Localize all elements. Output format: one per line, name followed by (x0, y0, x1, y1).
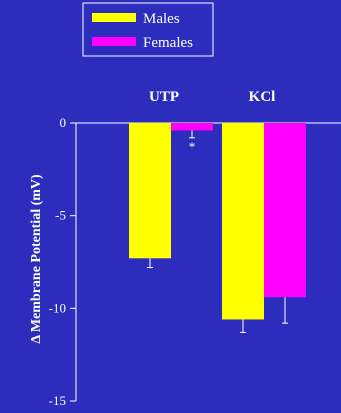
bar-females-utp (171, 123, 213, 131)
y-tick-label: -10 (49, 300, 66, 315)
annotations-group: * (189, 139, 196, 154)
legend-swatch-males (92, 13, 136, 22)
error-bars-group (147, 130, 288, 333)
legend-label-males: Males (143, 11, 180, 27)
category-label-utp: UTP (149, 89, 179, 105)
bar-females-kcl (264, 123, 306, 298)
bar-males-kcl (222, 123, 264, 320)
legend-box (82, 2, 214, 57)
y-tick-label: -5 (55, 208, 66, 223)
y-tick-label: -15 (49, 393, 66, 408)
bar-males-utp (129, 123, 171, 259)
y-ticks: 0 -5 -10 -15 (49, 115, 76, 408)
legend-swatch-females (92, 37, 136, 46)
legend: Males Females (82, 2, 214, 57)
significance-marker: * (189, 139, 196, 154)
bars-group (129, 123, 306, 320)
y-axis-label: Δ Membrane Potential (mV) (29, 174, 44, 344)
category-label-kcl: KCl (249, 89, 276, 105)
legend-label-females: Females (143, 35, 193, 51)
y-tick-label: 0 (60, 115, 67, 130)
